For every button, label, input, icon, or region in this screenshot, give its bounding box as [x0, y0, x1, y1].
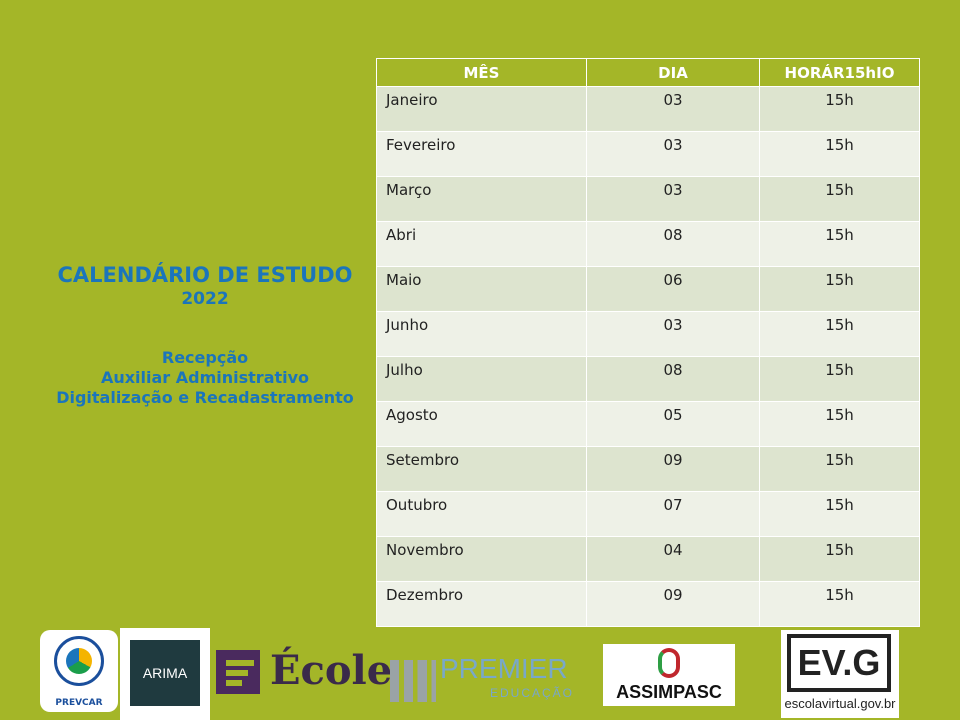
cell-time: 15h [759, 401, 920, 447]
table-body: Janeiro 03 15h Fevereiro 03 15h Março 03 15h Abri… [376, 86, 920, 627]
arima-label: ARIMA [130, 640, 200, 706]
cell-month: Março [376, 176, 587, 222]
table-header-row: MÊS DIA HORÁR15hIO [376, 58, 920, 87]
partner-logos: PREVCAR ARIMA École PREMIER EDUCAÇÃO ASS… [0, 628, 960, 720]
schedule-table: MÊS DIA HORÁR15hIO Janeiro 03 15h Fevereiro… [376, 58, 920, 627]
header-day: DIA [586, 58, 760, 87]
course-list: Recepção Auxiliar Administrativo Digital… [40, 348, 370, 408]
table-row: Novembro 04 15h [376, 536, 920, 582]
course-item: Recepção [161, 348, 249, 367]
arima-logo: ARIMA [120, 628, 210, 720]
prevcar-swirl-icon [66, 648, 92, 674]
cell-time: 15h [759, 581, 920, 627]
cell-day: 08 [586, 356, 760, 402]
course-item: Digitalização e Recadastramento [56, 388, 354, 407]
ecole-label: École [270, 647, 393, 694]
cell-day: 03 [586, 86, 760, 132]
cell-day: 08 [586, 221, 760, 267]
header-month: MÊS [376, 58, 587, 87]
premier-bars-icon [390, 660, 436, 702]
cell-month: Dezembro [376, 581, 587, 627]
cell-day: 05 [586, 401, 760, 447]
cell-time: 15h [759, 266, 920, 312]
table-row: Agosto 05 15h [376, 401, 920, 447]
cell-time: 15h [759, 221, 920, 267]
cell-day: 03 [586, 311, 760, 357]
prevcar-logo: PREVCAR [40, 630, 118, 712]
calendar-year: 2022 [181, 289, 229, 309]
cell-time: 15h [759, 311, 920, 357]
table-row: Fevereiro 03 15h [376, 131, 920, 177]
cell-time: 15h [759, 446, 920, 492]
cell-month: Maio [376, 266, 587, 312]
header-time: HORÁR15hIO [759, 58, 920, 87]
table-row: Junho 03 15h [376, 311, 920, 357]
cell-month: Agosto [376, 401, 587, 447]
calendar-title: CALENDÁRIO DE ESTUDO [57, 263, 353, 287]
cell-time: 15h [759, 356, 920, 402]
table-row: Dezembro 09 15h [376, 581, 920, 627]
cell-month: Junho [376, 311, 587, 357]
prevcar-label: PREVCAR [55, 698, 103, 708]
premier-logo: PREMIER EDUCAÇÃO [390, 653, 572, 704]
ecole-mark-icon [216, 650, 260, 694]
cell-month: Novembro [376, 536, 587, 582]
assimpasc-label: ASSIMPASC [616, 682, 722, 702]
cell-time: 15h [759, 176, 920, 222]
table-row: Julho 08 15h [376, 356, 920, 402]
evg-url: escolavirtual.gov.br [784, 696, 896, 711]
cell-month: Janeiro [376, 86, 587, 132]
cell-time: 15h [759, 86, 920, 132]
table-row: Abri 08 15h [376, 221, 920, 267]
evg-logo: EV.G escolavirtual.gov.br [781, 630, 899, 718]
table-row: Maio 06 15h [376, 266, 920, 312]
ecole-logo: École [216, 646, 392, 696]
premier-label: PREMIER [440, 653, 568, 684]
table-row: Março 03 15h [376, 176, 920, 222]
premier-sublabel: EDUCAÇÃO [490, 686, 575, 700]
table-row: Outubro 07 15h [376, 491, 920, 537]
cell-time: 15h [759, 491, 920, 537]
cell-day: 07 [586, 491, 760, 537]
assimpasc-s-icon [658, 648, 680, 678]
table-row: Setembro 09 15h [376, 446, 920, 492]
table-row: Janeiro 03 15h [376, 86, 920, 132]
cell-month: Abri [376, 221, 587, 267]
cell-time: 15h [759, 536, 920, 582]
cell-day: 03 [586, 176, 760, 222]
cell-month: Setembro [376, 446, 587, 492]
cell-day: 04 [586, 536, 760, 582]
cell-month: Julho [376, 356, 587, 402]
assimpasc-logo: ASSIMPASC [603, 644, 735, 706]
course-item: Auxiliar Administrativo [100, 368, 310, 387]
cell-month: Outubro [376, 491, 587, 537]
cell-time: 15h [759, 131, 920, 177]
prevcar-ring-icon [54, 636, 104, 686]
cell-month: Fevereiro [376, 131, 587, 177]
evg-label: EV.G [787, 634, 891, 692]
calendar-title-block: CALENDÁRIO DE ESTUDO 2022 [40, 262, 370, 310]
cell-day: 09 [586, 446, 760, 492]
cell-day: 09 [586, 581, 760, 627]
cell-day: 06 [586, 266, 760, 312]
cell-day: 03 [586, 131, 760, 177]
